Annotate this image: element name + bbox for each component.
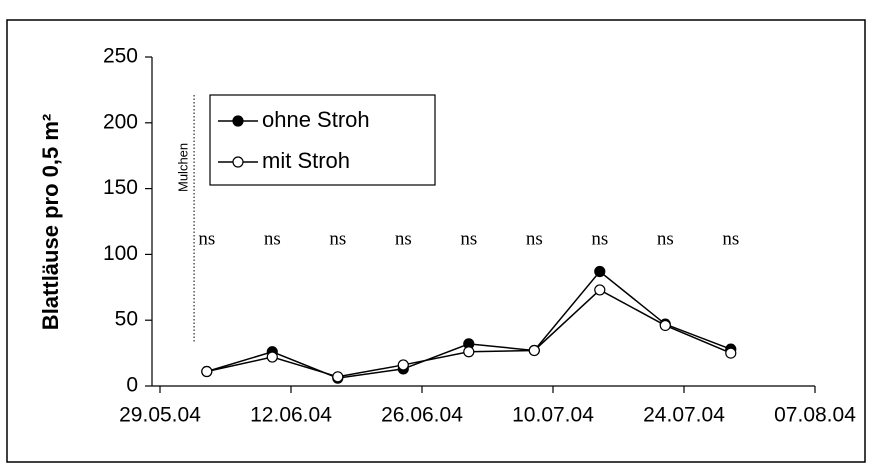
data-point <box>594 265 606 278</box>
y-tick-label: 200 <box>103 110 138 133</box>
annotation: ns <box>591 228 608 249</box>
annotation: ns <box>460 228 477 249</box>
x-tick-label: 26.06.04 <box>381 404 463 427</box>
annotation: ns <box>395 228 412 249</box>
legend-box <box>209 94 436 186</box>
series-line <box>206 270 732 379</box>
annotation: ns <box>722 228 739 249</box>
y-tick-label: 0 <box>126 374 138 397</box>
y-tick-label: 150 <box>103 176 138 199</box>
data-point <box>397 359 409 371</box>
chart-border <box>6 19 866 463</box>
y-axis-label: Blattläuse pro 0,5 m² <box>38 114 63 330</box>
data-point <box>594 284 606 296</box>
marker-label: Mulchen <box>176 143 191 192</box>
x-tick-label: 24.07.04 <box>643 404 725 427</box>
y-tick-label: 50 <box>115 308 138 331</box>
series-line <box>206 289 732 378</box>
data-point <box>266 351 278 363</box>
x-tick-label: 29.05.04 <box>119 404 201 427</box>
legend-marker <box>232 115 244 127</box>
legend-label: ohne Stroh <box>262 107 370 132</box>
data-point <box>201 365 213 378</box>
annotation: ns <box>657 228 674 249</box>
data-point <box>528 344 540 357</box>
annotation: ns <box>198 228 215 249</box>
legend-label: mit Stroh <box>262 148 350 173</box>
x-tick-label: 10.07.04 <box>512 404 594 427</box>
y-tick-label: 100 <box>103 242 138 265</box>
annotation: ns <box>264 228 281 249</box>
annotation: ns <box>329 228 346 249</box>
x-tick-label: 12.06.04 <box>250 404 332 427</box>
legend-marker <box>232 156 244 168</box>
data-point <box>332 371 344 383</box>
annotation: ns <box>526 228 543 249</box>
data-point <box>725 347 737 359</box>
x-tick-label: 07.08.04 <box>774 404 856 427</box>
data-point <box>659 319 671 332</box>
y-tick-label: 250 <box>103 45 138 68</box>
data-point <box>463 346 475 358</box>
